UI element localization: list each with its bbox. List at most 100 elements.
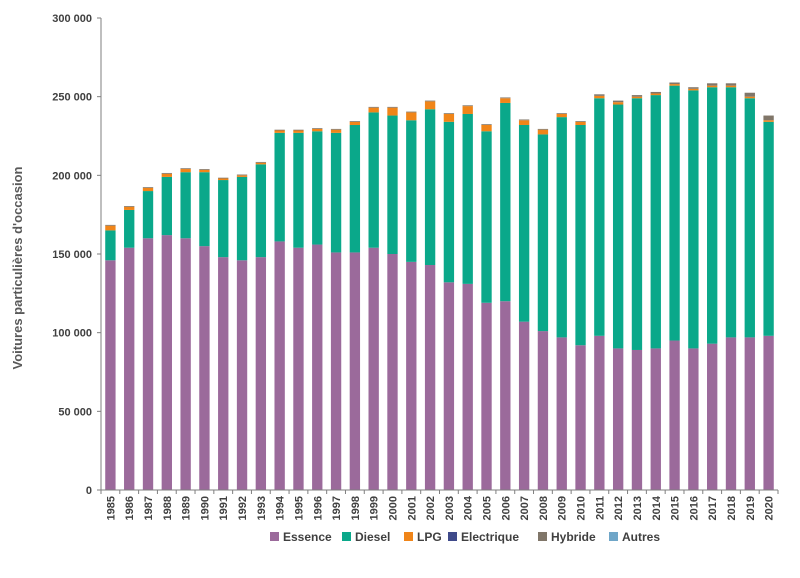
legend-swatch-lpg bbox=[404, 532, 413, 541]
bar-diesel-2005 bbox=[481, 131, 492, 303]
x-tick-label: 1985 bbox=[105, 496, 117, 520]
bar-essence-2002 bbox=[424, 265, 436, 490]
bar-diesel-2014 bbox=[650, 95, 661, 349]
x-tick-label: 1996 bbox=[312, 496, 324, 520]
bar-essence-2018 bbox=[725, 337, 737, 490]
bar-lpg-1987 bbox=[142, 187, 154, 192]
bars bbox=[105, 82, 774, 490]
bar-diesel-2016 bbox=[688, 90, 699, 349]
legend-label-hybride: Hybride bbox=[551, 530, 596, 544]
bar-diesel-2019 bbox=[744, 98, 755, 338]
legend-swatch-diesel bbox=[342, 532, 351, 541]
bar-diesel-1991 bbox=[218, 180, 229, 258]
bar-lpg-2011 bbox=[594, 95, 605, 99]
x-tick-label: 2006 bbox=[500, 496, 512, 520]
bar-diesel-1999 bbox=[368, 112, 379, 248]
bar-lpg-2010 bbox=[575, 121, 586, 125]
bar-diesel-2007 bbox=[518, 124, 530, 322]
bar-lpg-1988 bbox=[161, 173, 172, 177]
bar-essence-1985 bbox=[105, 260, 116, 490]
x-tick-label: 1987 bbox=[143, 496, 155, 520]
bar-lpg-1986 bbox=[124, 206, 135, 210]
x-tick-label: 2007 bbox=[519, 496, 531, 520]
bar-diesel-2011 bbox=[594, 98, 605, 336]
x-tick-label: 2005 bbox=[482, 496, 494, 520]
bar-lpg-1994 bbox=[274, 130, 285, 133]
legend-label-autres: Autres bbox=[622, 530, 660, 544]
legend-swatch-electrique bbox=[448, 532, 457, 541]
bar-diesel-1987 bbox=[142, 191, 154, 239]
x-tick-label: 1993 bbox=[256, 496, 268, 520]
x-tick-label: 1991 bbox=[218, 496, 230, 520]
x-tick-label: 1988 bbox=[162, 496, 174, 520]
bar-diesel-2006 bbox=[500, 102, 511, 302]
x-tick-label: 1990 bbox=[199, 496, 211, 520]
bar-essence-2012 bbox=[612, 348, 624, 490]
bar-hybride-2010 bbox=[575, 121, 586, 122]
legend-label-essence: Essence bbox=[283, 530, 332, 544]
legend-label-electrique: Electrique bbox=[461, 530, 519, 544]
bar-lpg-2002 bbox=[424, 101, 436, 110]
y-tick-label: 300 000 bbox=[52, 13, 92, 25]
bar-diesel-1986 bbox=[124, 209, 135, 248]
bar-diesel-1985 bbox=[105, 230, 116, 261]
bar-diesel-1995 bbox=[293, 132, 304, 248]
bar-hybride-1991 bbox=[218, 177, 229, 179]
bar-hybride-2018 bbox=[725, 83, 737, 86]
bar-essence-2004 bbox=[462, 283, 473, 490]
y-tick-label: 200 000 bbox=[52, 170, 92, 182]
bar-diesel-1988 bbox=[161, 176, 172, 236]
bar-hybride-1995 bbox=[293, 129, 304, 131]
bar-essence-1998 bbox=[349, 252, 361, 490]
bar-diesel-2000 bbox=[387, 115, 398, 255]
bar-hybride-2017 bbox=[707, 83, 718, 86]
bar-diesel-1994 bbox=[274, 132, 285, 242]
bar-hybride-2019 bbox=[744, 92, 755, 97]
y-tick-label: 150 000 bbox=[52, 249, 92, 261]
bar-hybride-1999 bbox=[368, 106, 379, 108]
bar-hybride-1997 bbox=[330, 128, 342, 130]
bar-diesel-1996 bbox=[312, 131, 323, 245]
bar-diesel-1997 bbox=[330, 132, 342, 253]
bar-lpg-2000 bbox=[387, 107, 398, 116]
y-tick-label: 250 000 bbox=[52, 92, 92, 104]
x-tick-label: 1989 bbox=[181, 496, 193, 520]
bar-hybride-1990 bbox=[199, 169, 210, 170]
bar-essence-1991 bbox=[218, 257, 229, 490]
bar-essence-2003 bbox=[443, 282, 455, 490]
bar-essence-2009 bbox=[556, 337, 567, 490]
bar-hybride-1996 bbox=[312, 128, 323, 129]
bar-lpg-2019 bbox=[744, 96, 755, 99]
legend-label-lpg: LPG bbox=[417, 530, 442, 544]
x-tick-label: 2001 bbox=[406, 496, 418, 520]
bar-diesel-2004 bbox=[462, 113, 473, 284]
y-tick-label: 50 000 bbox=[58, 406, 92, 418]
bar-essence-2015 bbox=[669, 340, 680, 490]
bar-diesel-2009 bbox=[556, 117, 567, 338]
x-tick-label: 1998 bbox=[350, 496, 362, 520]
bar-hybride-1989 bbox=[180, 168, 191, 170]
bar-lpg-1999 bbox=[368, 107, 379, 113]
bar-lpg-2007 bbox=[518, 120, 530, 125]
bar-lpg-1989 bbox=[180, 169, 191, 173]
bar-essence-2007 bbox=[518, 321, 530, 490]
bar-hybride-2011 bbox=[594, 94, 605, 96]
bar-lpg-2005 bbox=[481, 124, 492, 132]
bar-lpg-1998 bbox=[349, 121, 361, 125]
bar-essence-1988 bbox=[161, 235, 172, 490]
x-tick-label: 2019 bbox=[745, 496, 757, 520]
bar-lpg-2008 bbox=[537, 129, 549, 135]
legend: Essence Diesel LPG Electrique Hybride Autres bbox=[270, 530, 660, 544]
x-tick-label: 1995 bbox=[293, 496, 305, 520]
bar-hybride-2009 bbox=[556, 113, 567, 114]
bar-lpg-2017 bbox=[707, 85, 718, 88]
x-tick-label: 2012 bbox=[613, 496, 625, 520]
bar-essence-1989 bbox=[180, 238, 191, 490]
legend-label-diesel: Diesel bbox=[355, 530, 390, 544]
bar-hybride-2020 bbox=[763, 115, 774, 121]
bar-lpg-2006 bbox=[500, 98, 511, 103]
bar-essence-2010 bbox=[575, 345, 586, 490]
bar-lpg-2016 bbox=[688, 88, 699, 91]
y-axis-ticks: 0 50 000 100 000 150 000 200 000 250 000 300 0… bbox=[52, 13, 101, 497]
